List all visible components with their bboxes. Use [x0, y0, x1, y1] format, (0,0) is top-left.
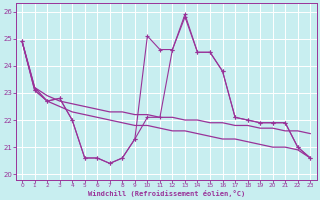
X-axis label: Windchill (Refroidissement éolien,°C): Windchill (Refroidissement éolien,°C) — [88, 190, 245, 197]
